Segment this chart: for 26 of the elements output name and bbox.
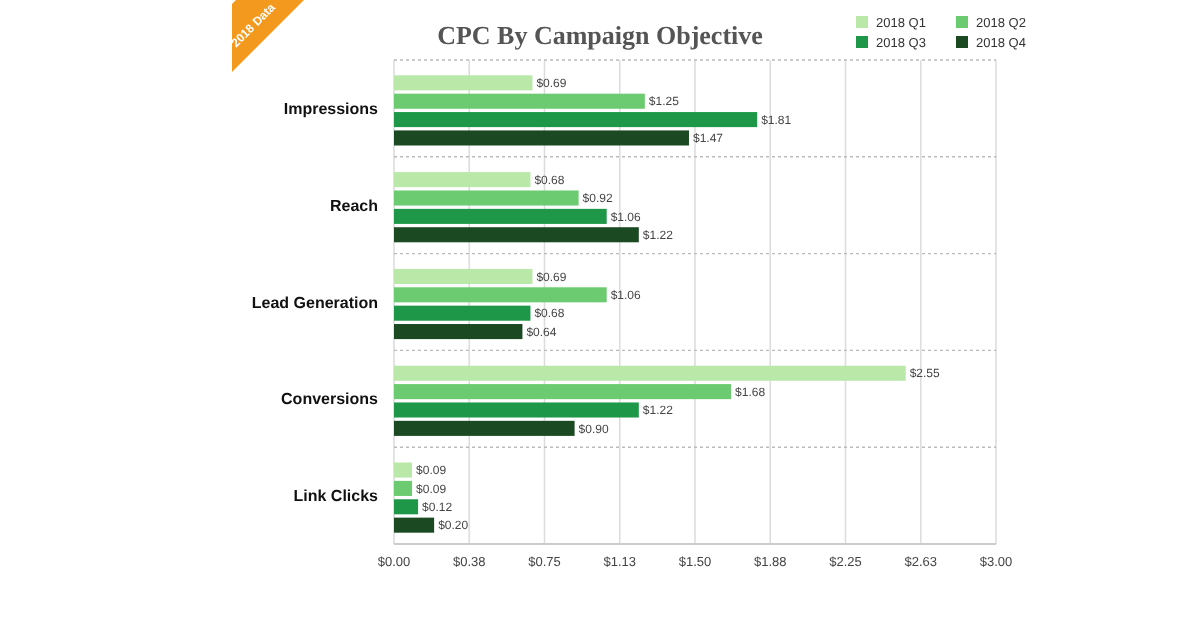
bar (394, 480, 413, 496)
bar (394, 75, 533, 91)
y-tick-label: Reach (329, 196, 379, 215)
bar (394, 499, 419, 515)
bar (394, 172, 531, 188)
bar (394, 402, 639, 418)
y-tick-label: Impressions (283, 100, 380, 118)
bar (394, 420, 575, 436)
bar (394, 112, 758, 128)
bar (394, 324, 523, 340)
bar (394, 130, 689, 146)
bar (394, 190, 579, 206)
y-tick-label: Conversions (281, 390, 380, 409)
bar (394, 208, 607, 224)
bar (394, 287, 607, 303)
bar (394, 365, 906, 381)
bar (394, 268, 533, 284)
bar (394, 462, 413, 478)
bar (394, 93, 645, 109)
bar (394, 305, 531, 321)
y-tick-label: Link Clicks (293, 487, 380, 506)
chart-title: CPC By Campaign Objective (437, 20, 764, 50)
bar (394, 384, 732, 400)
bar (394, 517, 435, 533)
bar (394, 227, 639, 243)
y-tick-label: Lead Generation (251, 293, 379, 312)
